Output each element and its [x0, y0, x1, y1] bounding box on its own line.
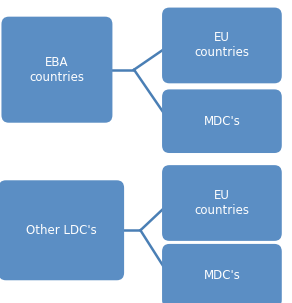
Text: EU
countries: EU countries [194, 32, 249, 59]
FancyBboxPatch shape [162, 165, 282, 241]
FancyBboxPatch shape [162, 8, 282, 83]
FancyBboxPatch shape [162, 89, 282, 153]
FancyBboxPatch shape [0, 180, 124, 280]
FancyBboxPatch shape [162, 244, 282, 303]
Text: MDC's: MDC's [204, 269, 240, 282]
Text: MDC's: MDC's [204, 115, 240, 128]
FancyBboxPatch shape [1, 17, 112, 123]
Text: EU
countries: EU countries [194, 189, 249, 217]
Text: EBA
countries: EBA countries [29, 56, 84, 84]
Text: Other LDC's: Other LDC's [26, 224, 97, 237]
